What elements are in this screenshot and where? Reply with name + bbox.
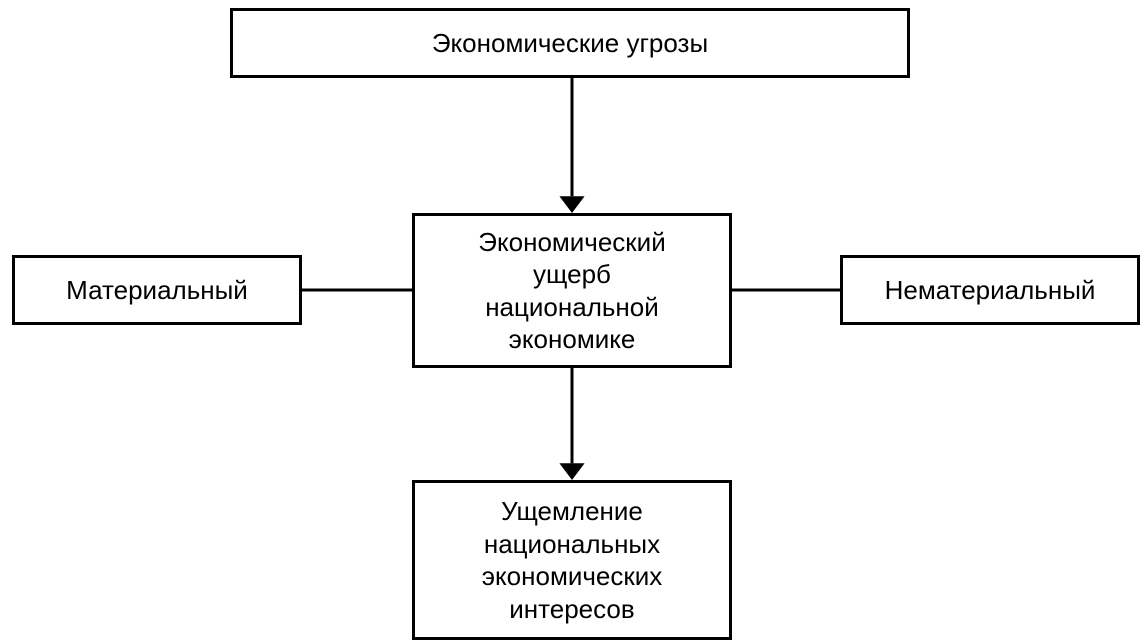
flowchart-node-label: Материальный — [66, 274, 248, 307]
flowchart-node-label: Нематериальный — [885, 274, 1096, 307]
flowchart-node-label: Экономические угрозы — [432, 27, 708, 60]
flowchart-edge — [712, 270, 860, 310]
flowchart-edge — [552, 58, 592, 233]
flowchart-edge — [552, 348, 592, 500]
flowchart-node-label: Ущемление национальных экономических инт… — [482, 495, 663, 625]
flowchart-node-immaterial: Нематериальный — [840, 255, 1140, 325]
flowchart-node-label: Экономический ущерб национальной экономи… — [478, 226, 665, 356]
flowchart-edge — [282, 270, 432, 310]
flowchart-node-damage: Экономический ущерб национальной экономи… — [412, 213, 732, 368]
flowchart-node-interests: Ущемление национальных экономических инт… — [412, 480, 732, 640]
flowchart-node-threats: Экономические угрозы — [230, 8, 910, 78]
flowchart-node-material: Материальный — [12, 255, 302, 325]
